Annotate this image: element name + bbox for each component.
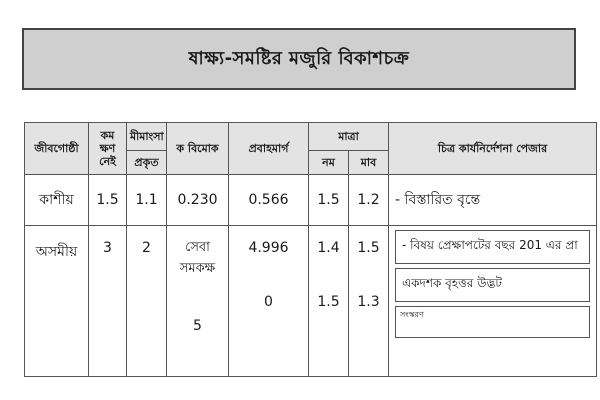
header-col3-top: মীমাংসা xyxy=(126,122,167,151)
header-col2: কম ক্ষণ নেই xyxy=(88,122,127,175)
row-cell: 1.5 xyxy=(357,240,380,256)
row-name: অসমীয় xyxy=(24,225,89,377)
row-notes: - বিষয় প্রেক্ষাপটের বছর 201 এর প্রা একদ… xyxy=(388,225,598,377)
row-cell: 0.566 xyxy=(228,174,309,226)
table-row: অসমীয় 3 2 সেবা সমকক্ষ 5 4.996 0 1.4 1.5… xyxy=(24,225,598,377)
header-col3-bottom: প্রকৃত xyxy=(126,150,167,175)
row-cell: 0 xyxy=(264,294,273,310)
page-title: ষাক্ষ্য-সমষ্টির মজুরি বিকাশচক্র xyxy=(22,28,576,90)
header-col5: প্রবাহমার্গ xyxy=(228,122,309,175)
row-cell-stack: 1.5 1.3 xyxy=(347,225,390,377)
row-cell: 1.4 xyxy=(317,240,340,256)
row-name: কাশীয় xyxy=(24,174,89,226)
row-cell: সেবা সমকক্ষ xyxy=(179,240,216,276)
header-name: জীবগোষ্ঠী xyxy=(24,122,89,175)
note-box: সংস্করণ xyxy=(395,306,591,338)
row-cell: 1.5 xyxy=(88,174,127,226)
header-col4: ক বিমোক xyxy=(166,122,229,175)
note-box: একদশক বৃহত্তর উদ্ভট xyxy=(395,268,591,302)
data-table: জীবগোষ্ঠী কম ক্ষণ নেই মীমাংসা ক বিমোক প্… xyxy=(24,122,598,377)
header-range-low: নম xyxy=(308,150,349,175)
row-cell: 0.230 xyxy=(166,174,229,226)
note-box: - বিষয় প্রেক্ষাপটের বছর 201 এর প্রা xyxy=(395,230,591,264)
row-cell: 1.1 xyxy=(126,174,167,226)
header-notes: চিত্র কাৰ্যনির্দেশনা পেজার xyxy=(388,122,598,175)
row-cell: 2 xyxy=(126,225,167,377)
note-text: - বিস্তারিত বৃন্তে xyxy=(395,192,481,208)
row-cell: 1.5 xyxy=(317,294,340,310)
header-range: মাত্রা xyxy=(307,122,390,151)
table-row: কাশীয় 1.5 1.1 0.230 0.566 1.5 1.2 - বিস… xyxy=(24,174,598,226)
row-cell: 3 xyxy=(88,225,127,377)
header-range-high: মাব xyxy=(347,150,390,175)
row-cell-stack: 1.4 1.5 xyxy=(308,225,349,377)
row-cell: 5 xyxy=(193,318,202,334)
row-notes: - বিস্তারিত বৃন্তে xyxy=(388,174,598,226)
row-cell: 4.996 xyxy=(248,240,289,256)
row-cell: 1.5 xyxy=(308,174,349,226)
row-cell-stack: সেবা সমকক্ষ 5 xyxy=(166,225,229,377)
row-cell: 1.2 xyxy=(347,174,390,226)
row-cell-stack: 4.996 0 xyxy=(228,225,309,377)
row-cell: 1.3 xyxy=(357,294,380,310)
